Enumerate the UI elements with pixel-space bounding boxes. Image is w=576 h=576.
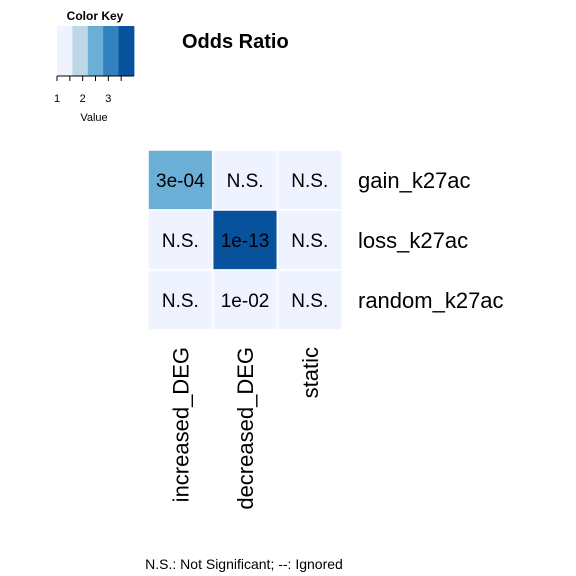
column-label: increased_DEG <box>168 347 193 502</box>
heatmap-cell <box>276 209 343 271</box>
row-labels: gain_k27ac loss_k27ac random_k27ac <box>358 168 504 313</box>
heatmap-cell <box>276 269 343 331</box>
row-label: random_k27ac <box>358 288 504 313</box>
row-label: loss_k27ac <box>358 228 468 253</box>
heatmap-cell <box>211 149 279 211</box>
cell-label: 1e-13 <box>221 231 270 252</box>
color-key-title: Color Key <box>67 9 124 23</box>
color-key-swatch <box>118 26 135 76</box>
column-label: decreased_DEG <box>233 347 258 510</box>
cell-label: N.S. <box>291 171 328 192</box>
cell-label: N.S. <box>291 291 328 312</box>
column-labels: increased_DEG decreased_DEG static <box>168 347 322 510</box>
cell-label: N.S. <box>162 291 199 312</box>
heatmap-cell <box>147 209 214 271</box>
cell-label: 1e-02 <box>221 291 270 312</box>
color-key-swatch <box>72 26 89 76</box>
color-key-tick-label: 2 <box>80 93 86 105</box>
cell-label: N.S. <box>291 231 328 252</box>
color-key-swatch <box>103 26 119 76</box>
color-key-swatch <box>57 26 73 76</box>
color-key-swatches <box>57 26 135 76</box>
color-key-tick-label: 3 <box>105 93 111 105</box>
heatmap-cells: 3e-04 N.S. N.S. N.S. 1e-13 N.S. N.S. 1e-02 N.S. <box>147 149 343 331</box>
color-key-ticks: 1 2 3 <box>54 76 122 105</box>
row-label: gain_k27ac <box>358 168 471 193</box>
cell-label: N.S. <box>162 231 199 252</box>
color-key: Color Key 1 2 3 Value <box>54 9 135 124</box>
heatmap-cell <box>276 149 343 211</box>
cell-label: 3e-04 <box>156 171 205 192</box>
color-key-tick-label: 1 <box>54 93 60 105</box>
heatmap-cell <box>211 209 279 271</box>
footnote: N.S.: Not Significant; --: Ignored <box>145 556 343 572</box>
color-key-swatch <box>87 26 104 76</box>
column-label: static <box>298 347 323 398</box>
color-key-xlabel: Value <box>80 112 107 124</box>
cell-label: N.S. <box>227 171 264 192</box>
chart-title: Odds Ratio <box>182 31 289 53</box>
